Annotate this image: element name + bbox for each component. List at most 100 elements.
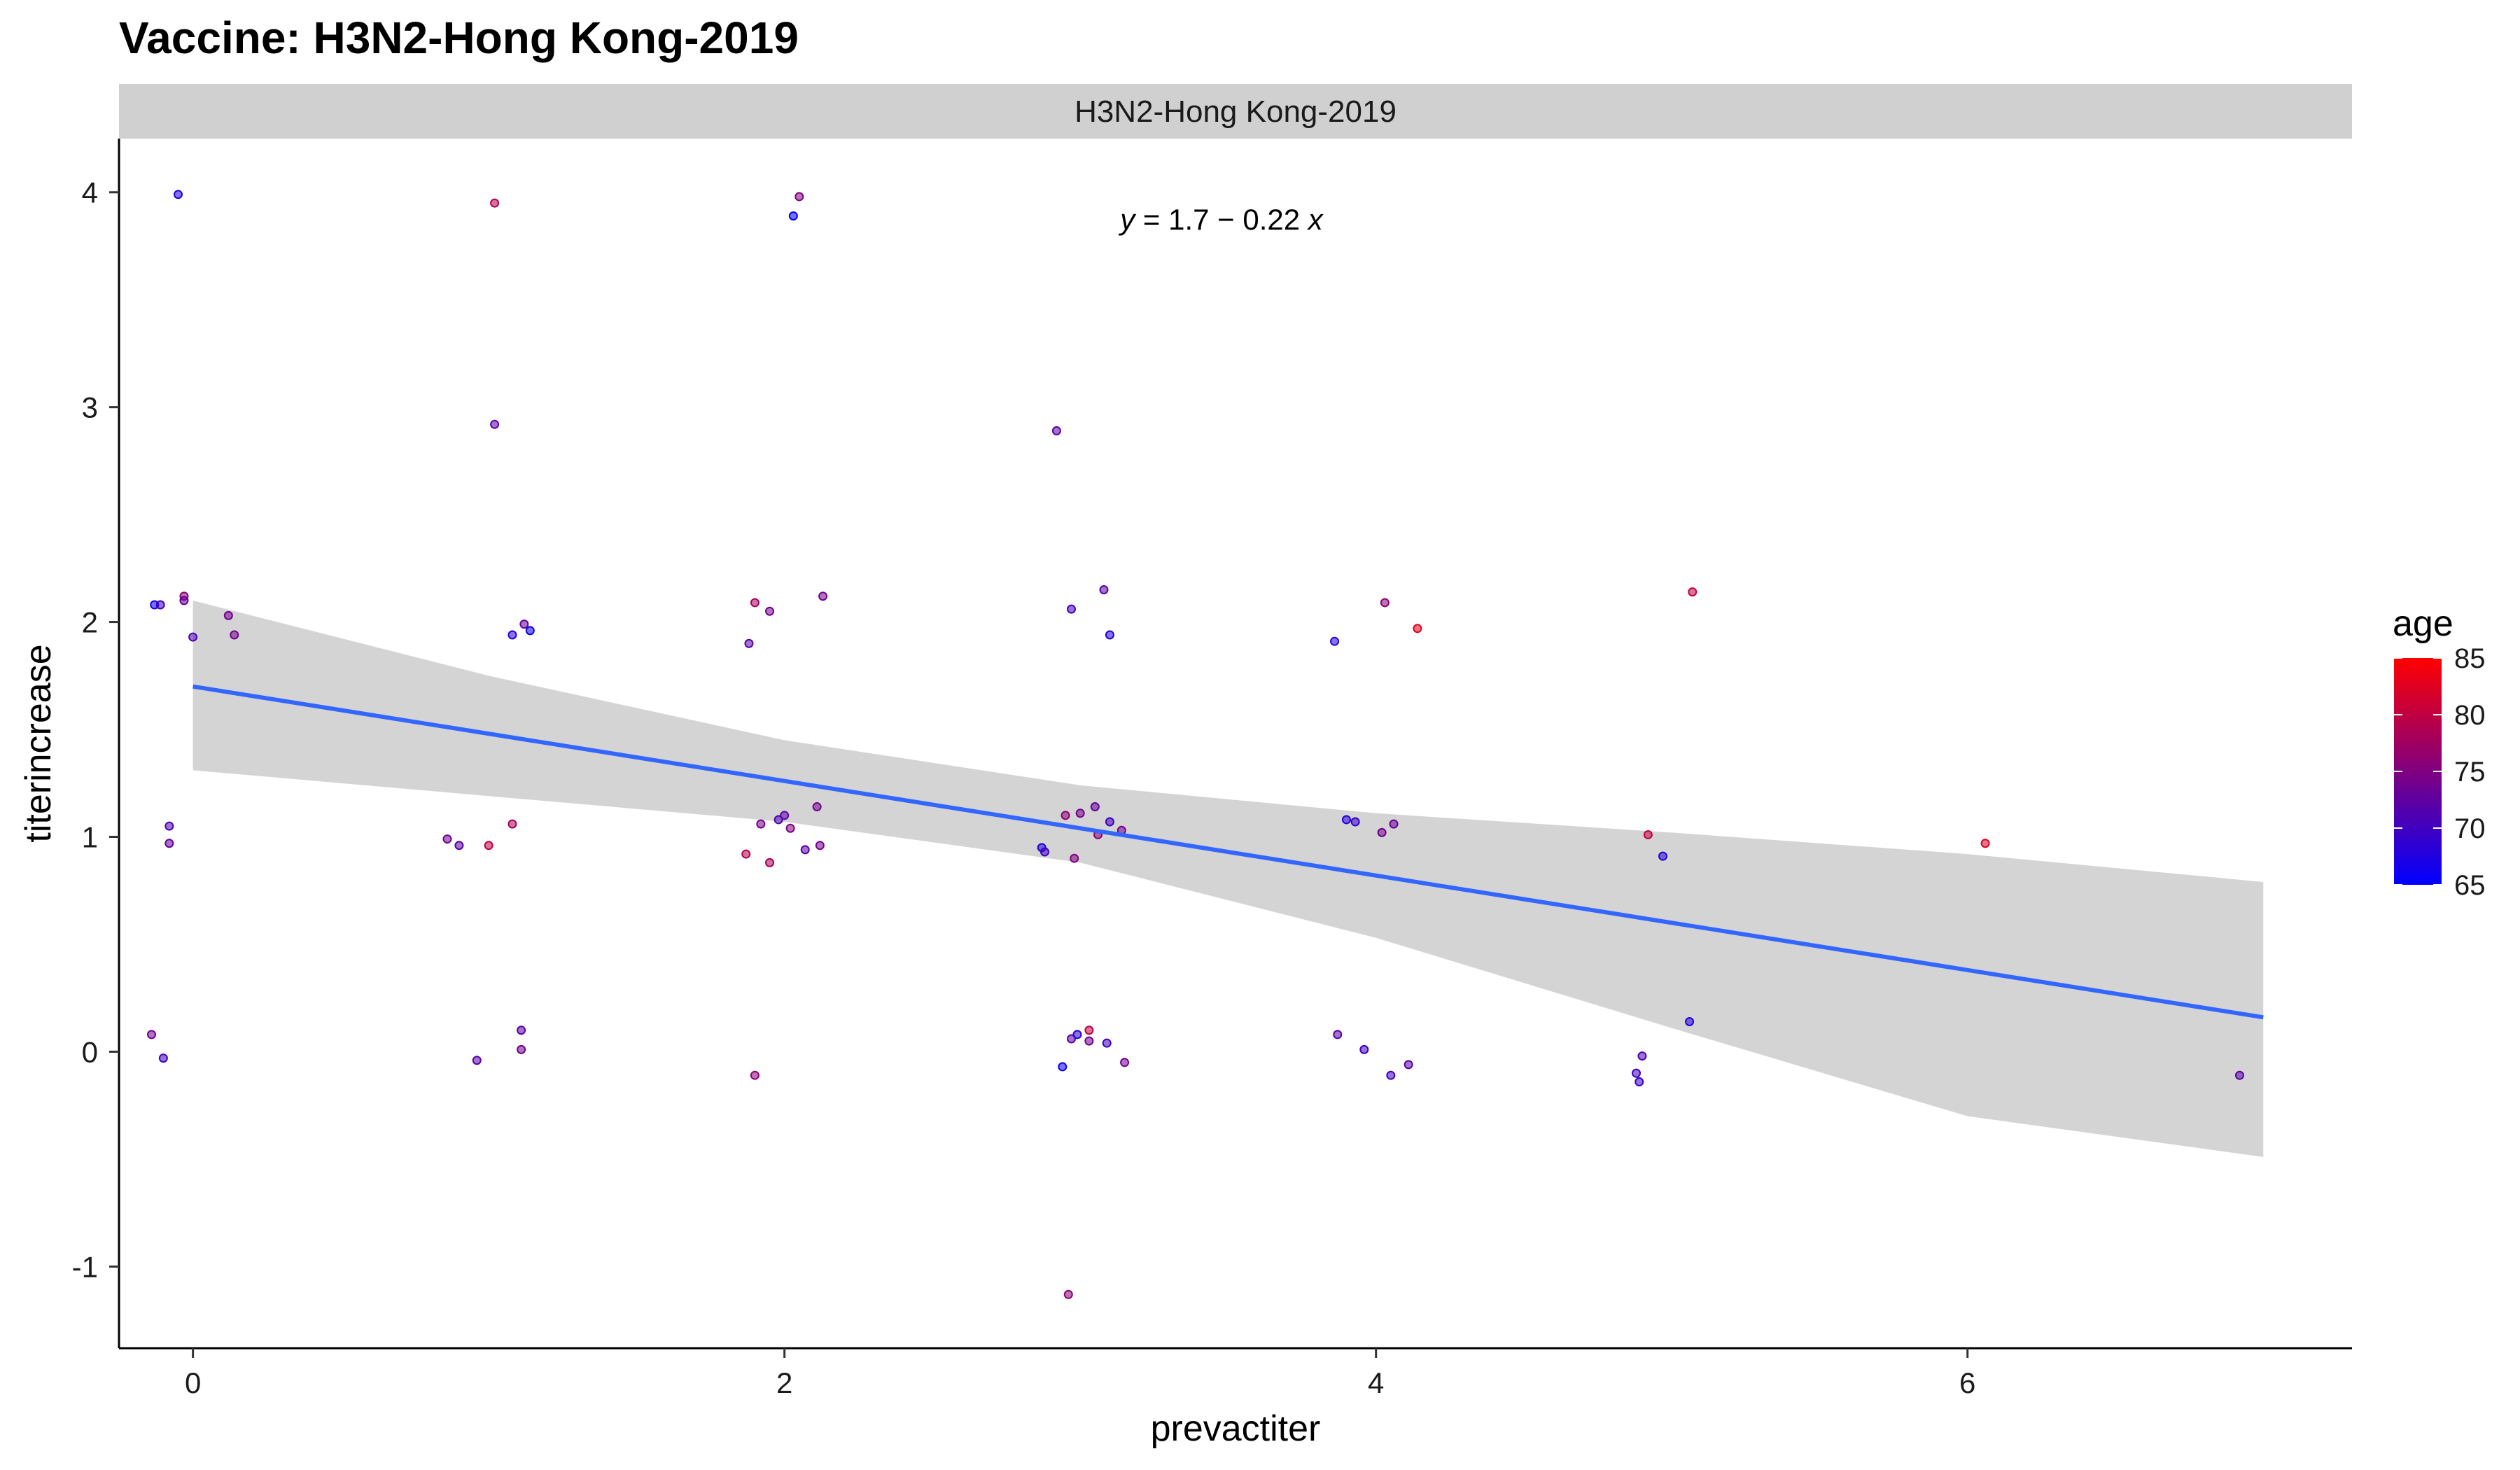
data-point	[1413, 624, 1422, 634]
y-axis-title: titerincrease	[18, 644, 59, 842]
data-point	[490, 419, 500, 429]
data-point	[1980, 839, 1990, 848]
data-point	[525, 626, 535, 636]
x-tick-label: 4	[1368, 1366, 1384, 1399]
y-tick-label: 0	[82, 1035, 98, 1068]
axis-ticks-layer: 0 2 4 6 -1 0 1 2 3 4	[72, 176, 1976, 1399]
facet-strip	[119, 84, 2352, 139]
data-point	[223, 610, 233, 620]
data-point	[472, 1056, 482, 1065]
data-point	[1632, 1068, 1642, 1078]
data-point	[794, 192, 804, 202]
y-tick-label: 1	[82, 821, 98, 854]
data-point	[765, 858, 775, 867]
data-point	[744, 638, 754, 648]
data-point	[1688, 587, 1698, 597]
data-point	[1105, 817, 1114, 827]
data-point	[1637, 1051, 1647, 1061]
y-tick-label: 4	[82, 176, 98, 209]
x-axis-title: prevactiter	[1151, 1408, 1321, 1449]
data-point	[1685, 1016, 1695, 1026]
data-point	[188, 632, 198, 642]
data-point	[230, 630, 239, 640]
legend-tick-label: 85	[2454, 643, 2486, 674]
data-point	[1658, 851, 1668, 861]
data-point	[1333, 1030, 1343, 1040]
data-point	[1063, 1289, 1073, 1299]
data-point	[1040, 847, 1049, 857]
data-point	[164, 839, 174, 848]
data-point	[174, 190, 183, 200]
data-point	[1389, 819, 1399, 829]
data-point	[442, 834, 452, 844]
equation-y: y	[1118, 203, 1137, 236]
data-point	[146, 1030, 156, 1040]
data-point	[179, 596, 189, 606]
data-point	[1072, 1030, 1082, 1040]
data-point	[1350, 817, 1360, 827]
legend-tick-label: 75	[2454, 757, 2486, 788]
y-tick-label: 3	[82, 391, 98, 424]
data-point	[800, 845, 810, 855]
data-point	[785, 823, 795, 833]
facet-strip-label: H3N2-Hong Kong-2019	[1074, 94, 1396, 129]
data-point	[741, 849, 751, 859]
data-point	[1359, 1044, 1369, 1054]
legend-tick-label: 65	[2454, 870, 2486, 901]
data-point	[454, 841, 464, 850]
data-point	[158, 1054, 168, 1063]
data-point	[519, 620, 529, 629]
x-tick-label: 6	[1959, 1366, 1975, 1399]
data-point	[1051, 426, 1061, 435]
data-point	[1067, 1034, 1077, 1044]
data-point	[507, 630, 517, 640]
data-point	[517, 1044, 526, 1054]
data-point	[1075, 808, 1085, 818]
legend-tick-label: 80	[2454, 700, 2486, 731]
chart-title: Vaccine: H3N2-Hong Kong-2019	[119, 13, 799, 63]
data-point	[1058, 1062, 1068, 1072]
data-point	[1386, 1070, 1396, 1080]
data-point	[1120, 1058, 1130, 1068]
data-point	[1105, 630, 1114, 640]
data-point	[1067, 604, 1077, 614]
data-point	[1643, 830, 1653, 839]
data-point	[756, 819, 766, 829]
data-point	[788, 211, 798, 220]
data-point	[155, 600, 165, 610]
equation-body: = 1.7 − 0.22	[1135, 203, 1308, 236]
data-point	[1634, 1077, 1644, 1086]
data-point	[1377, 827, 1387, 837]
data-point	[1099, 585, 1109, 595]
data-point	[1404, 1060, 1413, 1070]
legend-tick-label: 70	[2454, 813, 2486, 844]
equation-x: x	[1307, 203, 1324, 236]
data-point	[1330, 636, 1340, 646]
data-point	[774, 815, 783, 825]
data-point	[1341, 815, 1351, 825]
confidence-band	[192, 600, 2264, 1157]
regression-line	[192, 684, 2264, 1020]
color-legend-ticks: 65 70 75 80 85	[2394, 643, 2486, 901]
data-point	[812, 802, 822, 812]
regression-line-layer	[192, 684, 2264, 1020]
data-point	[2234, 1070, 2244, 1080]
x-tick-label: 0	[185, 1366, 201, 1399]
data-point	[780, 811, 790, 820]
data-point	[490, 198, 500, 208]
data-point	[1060, 811, 1070, 820]
data-point	[765, 606, 775, 616]
data-point	[750, 1070, 760, 1080]
data-point	[1090, 802, 1100, 812]
data-point	[517, 1026, 526, 1035]
confidence-band-layer	[192, 600, 2264, 1157]
data-point	[507, 819, 517, 829]
y-tick-label: 2	[82, 606, 98, 639]
x-tick-label: 2	[776, 1366, 792, 1399]
data-point	[164, 821, 174, 831]
data-point	[1380, 598, 1390, 608]
y-tick-label: -1	[72, 1250, 98, 1283]
data-point	[750, 598, 760, 608]
data-point	[1102, 1038, 1112, 1048]
